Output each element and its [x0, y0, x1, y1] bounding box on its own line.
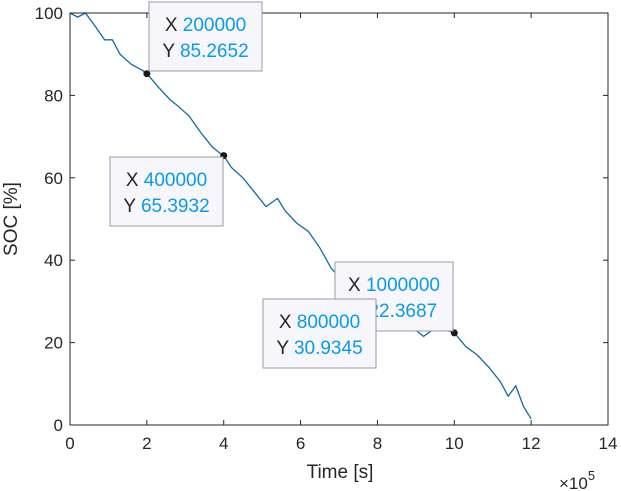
datatip-box — [148, 1, 263, 72]
x-axis-exponent-base: ×10 — [559, 474, 588, 491]
datatip-x-value: 400000 — [144, 170, 207, 191]
y-axis-label: SOC [%] — [1, 182, 22, 256]
datatip-x-key: X — [165, 15, 183, 36]
datatip-x-value: 200000 — [183, 15, 246, 36]
datatip-x-key: X — [126, 170, 144, 191]
x-tick-label: 4 — [219, 434, 228, 453]
datatip-y-key: Y — [276, 338, 294, 359]
datatip-x-value: 800000 — [297, 312, 360, 333]
datatip-x-row: X 400000 — [126, 170, 207, 191]
x-tick-label: 12 — [522, 434, 541, 453]
x-tick-label: 10 — [445, 434, 464, 453]
x-tick-label: 2 — [142, 434, 151, 453]
datatip-x-value: 1000000 — [366, 275, 440, 296]
datatip-box — [262, 298, 377, 369]
datatip-x-row: X 800000 — [279, 312, 360, 333]
x-axis-label: Time [s] — [307, 462, 374, 483]
x-axis-exponent: ×105 — [559, 468, 595, 491]
datatip-y-value: 22.3687 — [368, 301, 437, 322]
y-tick-label: 0 — [54, 416, 63, 435]
y-tick-label: 60 — [44, 169, 63, 188]
datatip-box — [109, 156, 224, 227]
datatip-y-row: Y 65.3932 — [123, 196, 209, 217]
datatip-y-row: Y 85.2652 — [162, 41, 248, 62]
datatip-x-key: X — [348, 275, 366, 296]
datatip-y-row: Y 30.9345 — [276, 338, 362, 359]
datatip-x-key: X — [279, 312, 297, 333]
x-tick-label: 14 — [599, 434, 618, 453]
axes-box — [69, 12, 609, 426]
datatip-y-key: Y — [123, 196, 141, 217]
datatip-x-row: X 200000 — [165, 15, 246, 36]
y-tick-label: 100 — [35, 4, 63, 23]
x-tick-label: 8 — [373, 434, 382, 453]
datatip-x-row: X 1000000 — [348, 275, 440, 296]
datatip-y-value: 30.9345 — [294, 338, 363, 359]
datatip-y-key: Y — [162, 41, 180, 62]
y-tick-label: 20 — [44, 334, 63, 353]
x-tick-label: 6 — [296, 434, 305, 453]
datatip-y-value: 85.2652 — [180, 41, 249, 62]
x-tick-label: 0 — [65, 434, 74, 453]
y-tick-label: 80 — [44, 86, 63, 105]
datatip-marker — [143, 70, 151, 78]
datatip-y-value: 65.3932 — [141, 196, 210, 217]
x-axis-exponent-power: 5 — [588, 468, 595, 483]
y-tick-label: 40 — [44, 251, 63, 270]
